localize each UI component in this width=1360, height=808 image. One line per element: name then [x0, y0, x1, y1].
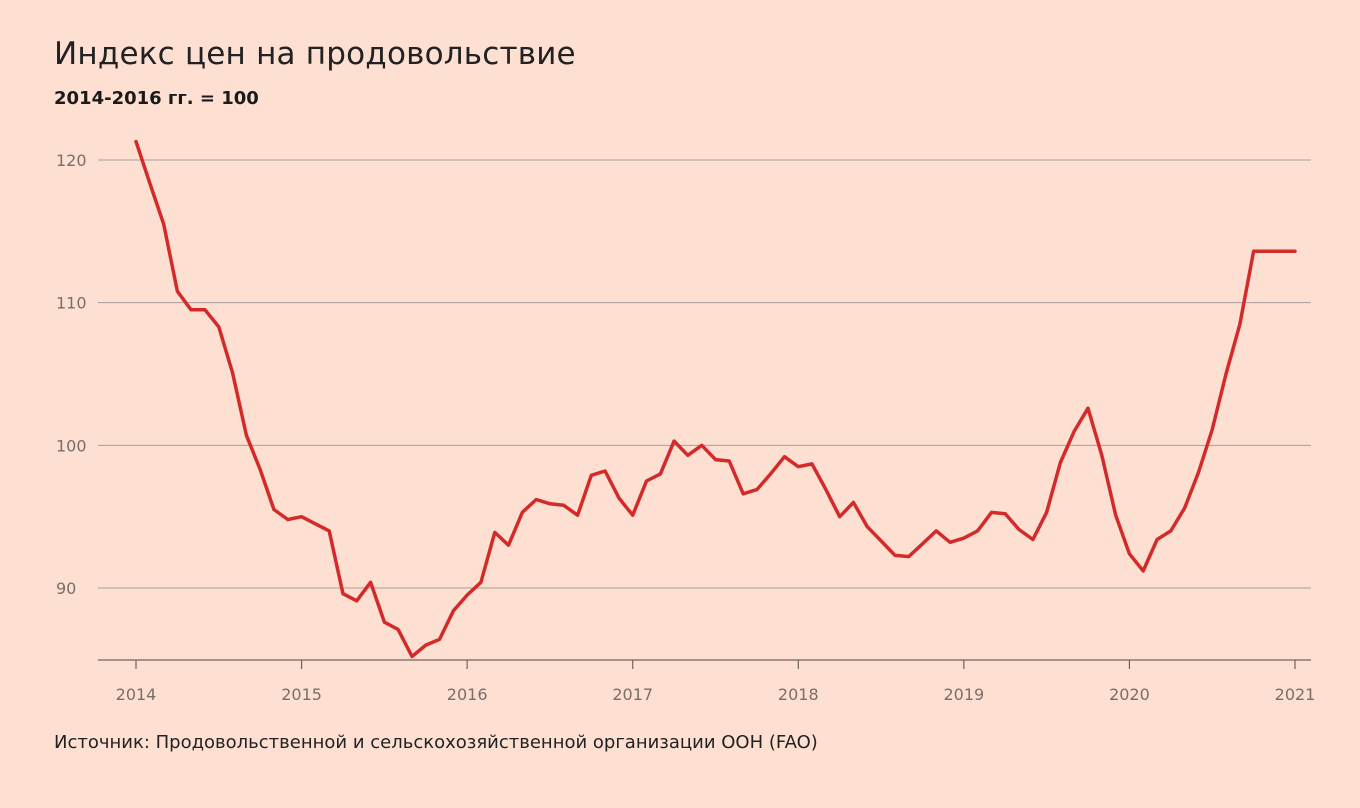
x-tick-label: 2017: [612, 685, 653, 704]
series-layer: [134, 139, 1297, 659]
x-tick-label: 2019: [943, 685, 984, 704]
x-axis: 2014 2015 2016 2017 2018 2019 2020 2021: [98, 659, 1316, 704]
y-tick-label: 110: [56, 294, 87, 313]
y-tick-label: 100: [56, 436, 87, 455]
chart-subtitle: 2014-2016 гг. = 100: [54, 88, 259, 109]
x-tick-label: 2020: [1109, 685, 1150, 704]
x-tick-label: 2021: [1275, 685, 1316, 704]
y-tick-label: 90: [56, 579, 76, 598]
chart-source: Источник: Продовольственной и сельскохоз…: [54, 732, 818, 753]
series-line: [134, 139, 1297, 659]
gridlines: [98, 159, 1311, 589]
x-tick-label: 2015: [281, 685, 322, 704]
chart-title: Индекс цен на продовольствие: [54, 36, 576, 72]
y-axis: 90 100 110 120: [56, 151, 87, 598]
y-tick-label: 120: [56, 151, 87, 170]
x-tick-label: 2018: [778, 685, 819, 704]
x-tick-label: 2014: [116, 685, 157, 704]
x-tick-label: 2016: [447, 685, 488, 704]
